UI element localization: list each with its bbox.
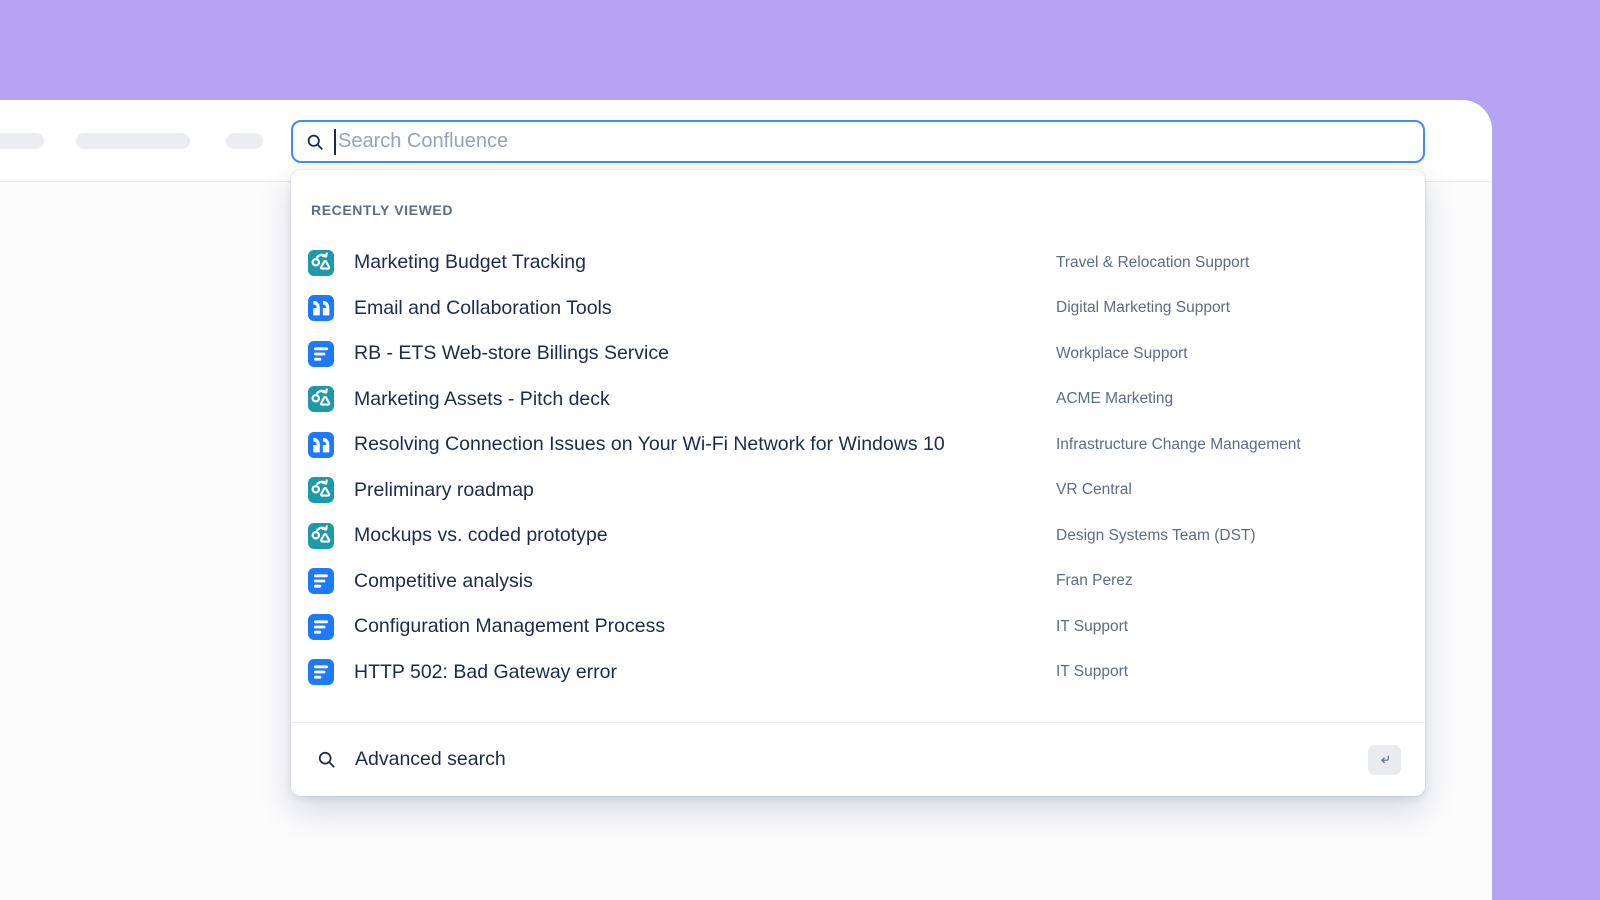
- search-result-row[interactable]: Mockups vs. coded prototype Design Syste…: [291, 513, 1425, 559]
- result-space: ACME Marketing: [1056, 390, 1174, 408]
- search-input[interactable]: [336, 130, 1423, 153]
- result-title: Competitive analysis: [354, 569, 533, 592]
- page-icon: [308, 613, 334, 640]
- result-title: Marketing Budget Tracking: [354, 251, 586, 274]
- divider: [291, 722, 1425, 723]
- text-caret: [334, 128, 336, 155]
- result-title: Mockups vs. coded prototype: [354, 524, 608, 547]
- advanced-search-label: Advanced search: [355, 748, 506, 770]
- result-title: Preliminary roadmap: [354, 478, 534, 501]
- result-title: Configuration Management Process: [354, 615, 666, 638]
- return-key-icon: [1368, 744, 1401, 775]
- whiteboard-icon: [308, 249, 334, 276]
- search-result-row[interactable]: Email and Collaboration Tools Digital Ma…: [291, 286, 1425, 332]
- search-dropdown: RECENTLY VIEWED Marketing: [291, 170, 1425, 796]
- whiteboard-icon: [308, 522, 334, 549]
- result-space: Workplace Support: [1056, 344, 1188, 362]
- result-space: IT Support: [1056, 617, 1129, 635]
- result-title: Email and Collaboration Tools: [354, 296, 612, 319]
- blog-icon: [308, 295, 334, 322]
- result-space: Travel & Relocation Support: [1056, 253, 1250, 271]
- page-icon: [308, 659, 334, 686]
- page-icon: [308, 340, 334, 367]
- search-result-row[interactable]: Marketing Assets - Pitch deck ACME Marke…: [291, 377, 1425, 423]
- recently-viewed-list: Marketing Budget Tracking Travel & Reloc…: [291, 240, 1425, 695]
- whiteboard-icon: [308, 386, 334, 413]
- result-space: Infrastructure Change Management: [1056, 435, 1301, 453]
- search-result-row[interactable]: RB - ETS Web-store Billings Service Work…: [291, 331, 1425, 377]
- app-window: RECENTLY VIEWED Marketing: [0, 100, 1492, 900]
- search-result-row[interactable]: HTTP 502: Bad Gateway error IT Support: [291, 650, 1425, 696]
- search-result-row[interactable]: Configuration Management Process IT Supp…: [291, 604, 1425, 650]
- search-result-row[interactable]: Resolving Connection Issues on Your Wi-F…: [291, 422, 1425, 468]
- search-result-row[interactable]: Preliminary roadmap VR Central: [291, 468, 1425, 514]
- blog-icon: [308, 431, 334, 458]
- whiteboard-icon: [308, 477, 334, 504]
- section-label: RECENTLY VIEWED: [311, 202, 454, 218]
- nav-skeleton-pill: [0, 133, 44, 149]
- result-space: Design Systems Team (DST): [1056, 526, 1256, 544]
- search-icon: [307, 134, 323, 150]
- search-bar[interactable]: [291, 120, 1425, 163]
- result-space: VR Central: [1056, 481, 1132, 499]
- search-result-row[interactable]: Marketing Budget Tracking Travel & Reloc…: [291, 240, 1425, 286]
- result-title: HTTP 502: Bad Gateway error: [354, 660, 618, 683]
- result-title: Marketing Assets - Pitch deck: [354, 387, 610, 410]
- search-result-row[interactable]: Competitive analysis Fran Perez: [291, 559, 1425, 605]
- page-icon: [308, 568, 334, 595]
- result-title: RB - ETS Web-store Billings Service: [354, 342, 669, 365]
- result-space: IT Support: [1056, 663, 1129, 681]
- result-space: Fran Perez: [1056, 572, 1133, 590]
- result-title: Resolving Connection Issues on Your Wi-F…: [354, 433, 945, 456]
- advanced-search-row[interactable]: Advanced search: [291, 723, 1425, 796]
- result-space: Digital Marketing Support: [1056, 299, 1231, 317]
- nav-skeleton-pill: [76, 133, 190, 149]
- nav-skeleton-pill: [226, 133, 263, 149]
- search-icon: [318, 751, 335, 768]
